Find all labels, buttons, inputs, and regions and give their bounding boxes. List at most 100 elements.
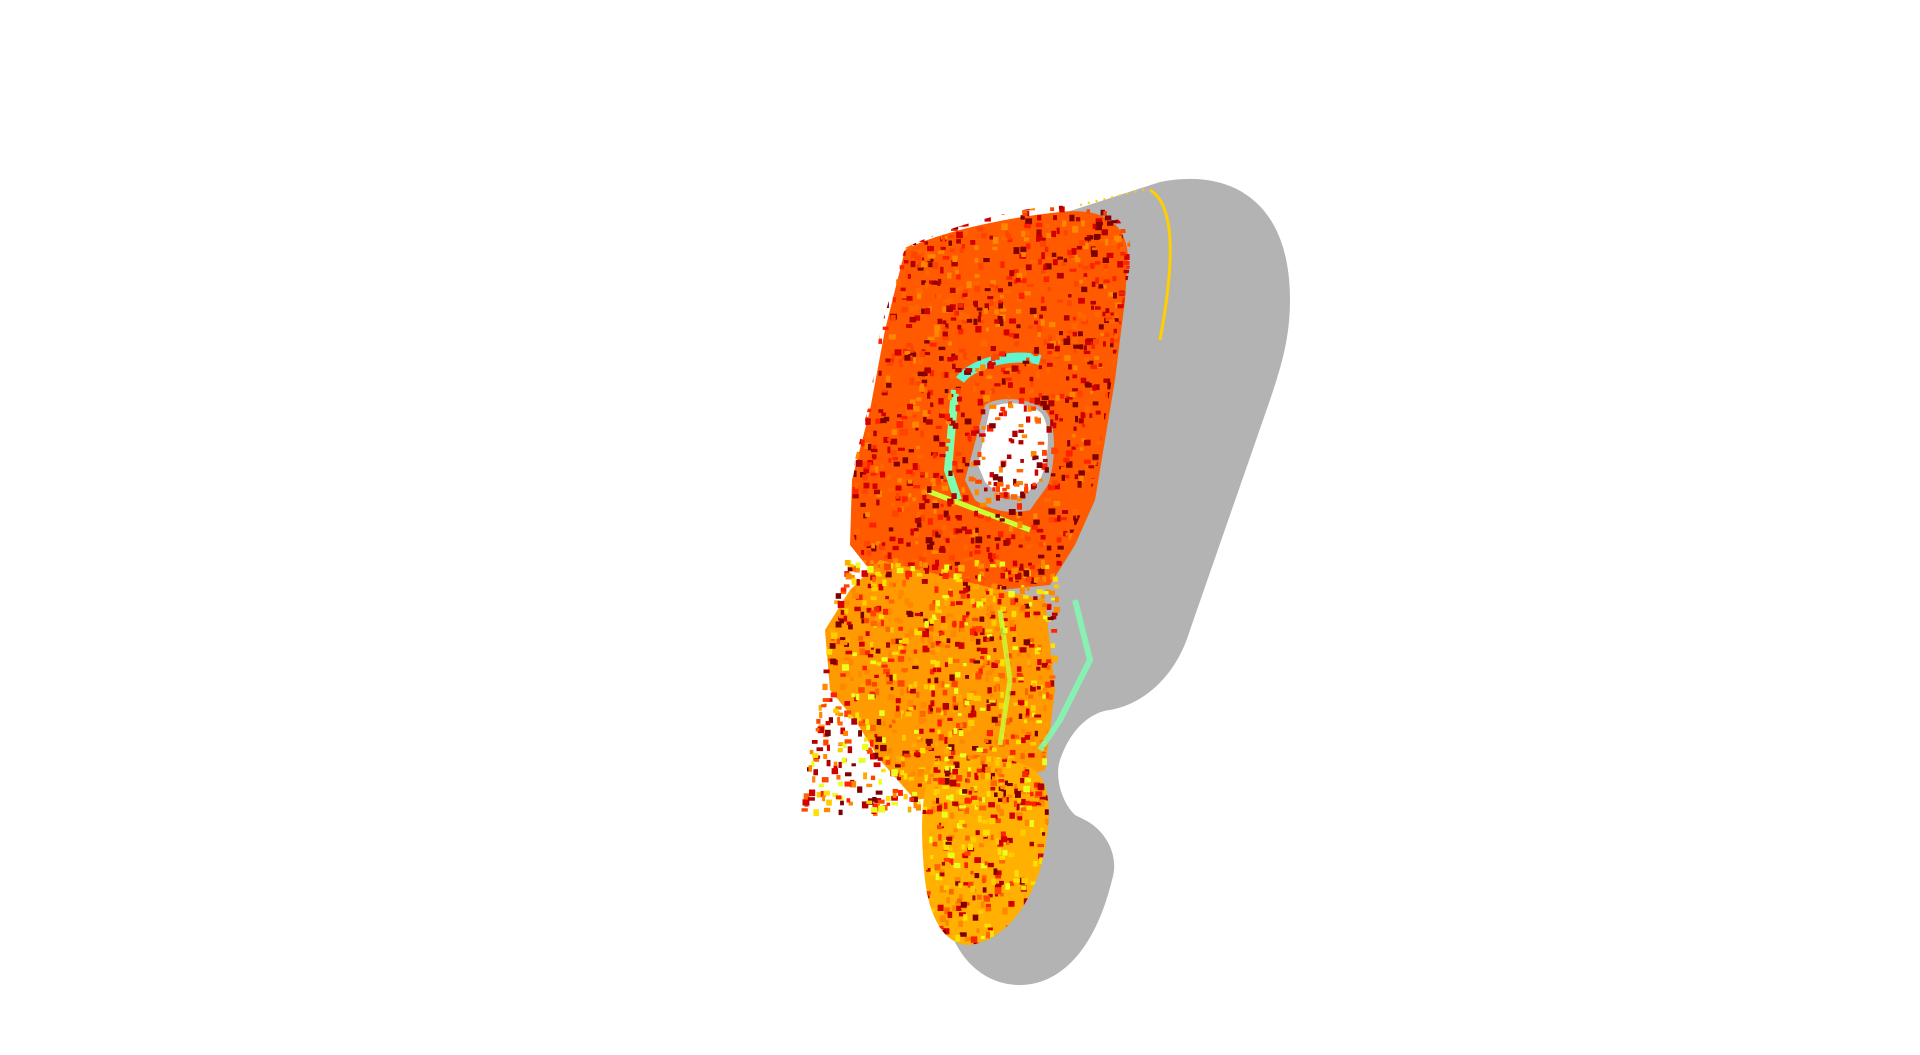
- point-sample: [955, 641, 961, 647]
- point-sample: [976, 601, 984, 608]
- point-sample: [944, 907, 950, 915]
- point-sample: [919, 556, 926, 563]
- point-sample: [1020, 777, 1025, 784]
- point-sample: [1081, 286, 1088, 293]
- point-sample: [1007, 395, 1011, 400]
- point-sample: [1034, 347, 1039, 354]
- point-sample: [860, 683, 865, 688]
- point-sample: [906, 610, 912, 615]
- point-sample: [994, 309, 999, 315]
- point-sample: [1060, 517, 1067, 521]
- point-sample: [1016, 503, 1022, 510]
- point-sample: [943, 802, 948, 810]
- point-sample: [908, 657, 912, 661]
- point-sample: [851, 450, 855, 455]
- point-sample: [869, 616, 875, 622]
- point-sample: [973, 386, 977, 393]
- point-sample: [955, 672, 961, 678]
- point-sample: [991, 583, 998, 589]
- point-sample: [1056, 272, 1064, 279]
- point-sample: [854, 482, 859, 489]
- point-sample: [1054, 414, 1059, 421]
- point-sample: [838, 616, 843, 621]
- point-sample: [901, 761, 905, 768]
- point-sample: [1024, 819, 1030, 826]
- point-sample: [1017, 798, 1022, 803]
- point-sample: [822, 683, 828, 691]
- point-sample: [1046, 362, 1053, 367]
- point-sample: [1021, 434, 1028, 439]
- point-sample: [888, 599, 895, 604]
- point-sample: [1085, 382, 1092, 388]
- point-sample: [862, 600, 867, 606]
- point-sample: [939, 453, 946, 458]
- point-sample: [1092, 454, 1099, 460]
- point-sample: [952, 207, 958, 212]
- point-sample: [927, 946, 932, 952]
- point-sample: [959, 894, 963, 901]
- point-sample: [958, 730, 964, 736]
- point-sample: [1015, 572, 1022, 580]
- point-sample: [1038, 365, 1043, 370]
- point-sample: [1056, 554, 1061, 558]
- point-sample: [873, 762, 881, 768]
- point-sample: [1036, 589, 1043, 595]
- point-sample: [894, 349, 902, 356]
- point-sample: [854, 566, 860, 573]
- point-sample: [887, 694, 895, 701]
- point-sample: [917, 371, 925, 377]
- point-sample: [903, 753, 911, 758]
- point-sample: [886, 660, 891, 665]
- point-sample: [975, 326, 982, 333]
- point-sample: [986, 547, 990, 553]
- point-sample: [1072, 336, 1078, 344]
- point-sample: [872, 797, 877, 802]
- point-sample: [878, 614, 885, 619]
- point-sample: [972, 799, 979, 806]
- point-sample: [1023, 206, 1030, 211]
- point-sample: [1045, 564, 1050, 569]
- point-sample: [998, 466, 1003, 473]
- point-sample: [867, 565, 874, 573]
- point-sample: [940, 266, 944, 274]
- point-sample: [927, 927, 935, 933]
- point-sample: [1042, 458, 1048, 463]
- point-sample: [958, 882, 963, 889]
- point-sample: [907, 479, 913, 484]
- point-sample: [997, 316, 1003, 321]
- point-sample: [1027, 663, 1032, 668]
- point-sample: [855, 693, 860, 700]
- point-sample: [1062, 262, 1066, 266]
- point-sample: [880, 568, 887, 575]
- point-sample: [984, 861, 988, 866]
- point-sample: [925, 419, 933, 425]
- point-sample: [1079, 344, 1084, 350]
- point-sample: [948, 470, 953, 476]
- point-sample: [974, 560, 980, 567]
- point-sample: [959, 248, 965, 253]
- point-sample: [1023, 570, 1030, 577]
- point-sample: [916, 691, 920, 698]
- point-sample: [986, 756, 992, 762]
- point-sample: [1050, 394, 1056, 398]
- point-sample: [1001, 210, 1005, 215]
- point-sample: [907, 602, 914, 608]
- point-sample: [922, 903, 929, 908]
- point-sample: [867, 654, 874, 658]
- point-sample: [1042, 687, 1048, 692]
- point-sample: [935, 742, 939, 747]
- point-sample: [944, 736, 948, 744]
- point-sample: [868, 209, 874, 213]
- point-sample: [876, 541, 881, 546]
- point-sample: [934, 661, 940, 668]
- point-sample: [974, 772, 978, 780]
- point-sample: [994, 284, 999, 291]
- point-sample: [959, 932, 967, 937]
- point-sample: [984, 487, 988, 492]
- point-sample: [844, 671, 851, 677]
- point-sample: [850, 387, 855, 394]
- point-sample: [1014, 341, 1020, 347]
- point-sample: [829, 643, 836, 649]
